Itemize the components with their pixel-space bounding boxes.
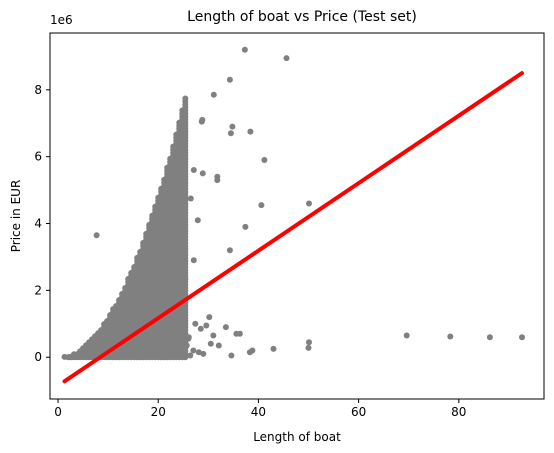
y-offset-label: 1e6 [50,13,73,27]
data-point [227,130,234,137]
data-point [197,325,204,332]
data-point [236,330,243,337]
data-point [215,342,222,349]
data-point [306,200,312,207]
fit-line [62,71,524,384]
data-point [486,334,493,341]
data-point [214,177,221,184]
data-point [192,320,199,327]
data-point [447,333,454,340]
fit-line-group [62,71,524,384]
x-tick-label: 60 [351,405,366,419]
data-point [247,128,254,135]
x-axis-label: Length of boat [253,430,341,444]
data-point [190,347,197,354]
y-axis-ticks: 0 2 4 6 8 [34,83,50,364]
chart-title: Length of boat vs Price (Test set) [187,9,417,25]
data-point [187,195,194,202]
y-tick-label: 6 [34,150,42,164]
data-point [194,217,201,224]
plot-frame [49,32,545,400]
data-point [403,332,410,339]
x-axis-ticks: 0 20 40 60 80 [54,399,466,419]
data-point [226,247,233,254]
data-point [246,349,253,356]
data-point [519,334,525,341]
data-point [198,118,205,125]
data-point [200,350,207,357]
data-point [210,91,217,98]
y-tick-label: 0 [34,350,42,364]
data-point [187,352,194,359]
x-tick-label: 0 [54,405,62,419]
data-point [93,232,100,239]
data-point [190,257,197,264]
y-tick-label: 4 [34,217,42,231]
data-point [195,349,202,356]
y-axis-label: Price in EUR [9,180,23,253]
x-tick-label: 20 [151,405,166,419]
data-point [306,339,312,346]
data-point [242,223,249,230]
data-point [210,332,217,339]
data-point [241,46,248,53]
data-points [61,46,525,361]
data-point [261,157,268,163]
data-point [207,340,214,347]
data-point [305,344,312,351]
data-point [226,76,233,83]
data-point [228,352,235,359]
data-point [203,322,210,329]
y-tick-label: 8 [34,83,42,97]
data-point [258,202,265,209]
data-point [199,170,206,177]
data-point [190,167,197,173]
data-point [222,324,229,331]
data-point [206,314,213,321]
data-point [270,345,277,352]
x-tick-label: 40 [251,405,266,419]
data-point [182,95,189,102]
y-tick-label: 2 [34,283,42,297]
data-point [283,55,290,62]
x-tick-label: 80 [451,405,466,419]
data-point [229,123,236,130]
